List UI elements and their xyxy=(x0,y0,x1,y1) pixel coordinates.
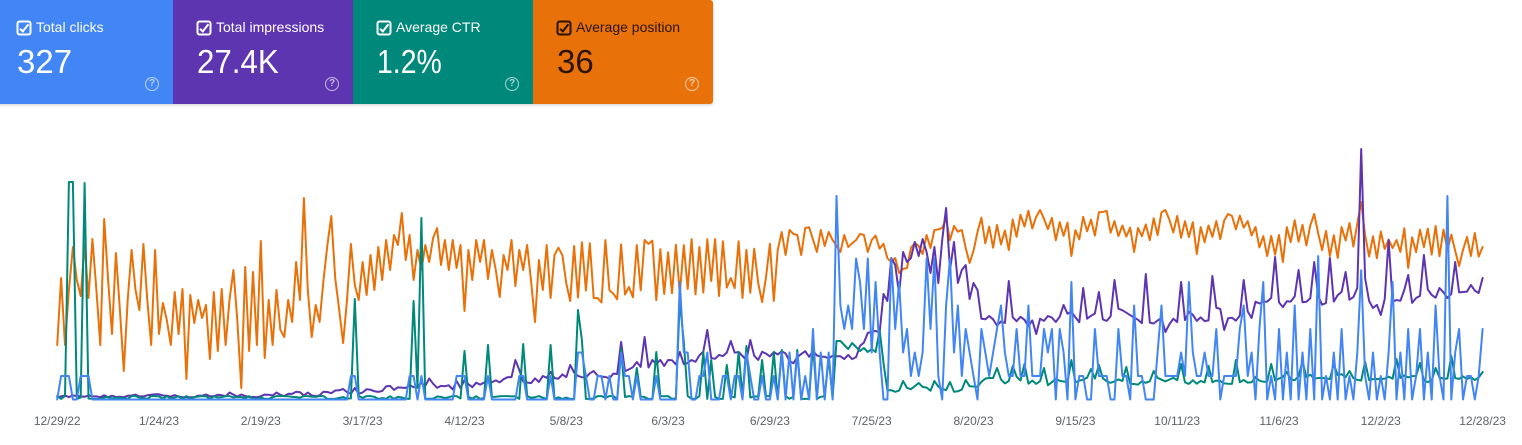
svg-text:11/6/23: 11/6/23 xyxy=(1259,414,1298,428)
svg-text:1/24/23: 1/24/23 xyxy=(139,414,179,428)
svg-text:10/11/23: 10/11/23 xyxy=(1154,414,1200,428)
svg-text:6/29/23: 6/29/23 xyxy=(750,414,790,428)
svg-text:8/20/23: 8/20/23 xyxy=(953,414,993,428)
svg-text:12/28/23: 12/28/23 xyxy=(1459,414,1506,428)
svg-text:3/17/23: 3/17/23 xyxy=(343,414,383,428)
svg-text:4/12/23: 4/12/23 xyxy=(444,414,484,428)
svg-text:6/3/23: 6/3/23 xyxy=(651,414,685,428)
svg-text:7/25/23: 7/25/23 xyxy=(852,414,892,428)
svg-text:2/19/23: 2/19/23 xyxy=(241,414,281,428)
svg-text:12/2/23: 12/2/23 xyxy=(1361,414,1401,428)
svg-text:12/29/22: 12/29/22 xyxy=(34,414,81,428)
svg-text:5/8/23: 5/8/23 xyxy=(550,414,584,428)
svg-text:9/15/23: 9/15/23 xyxy=(1055,414,1095,428)
